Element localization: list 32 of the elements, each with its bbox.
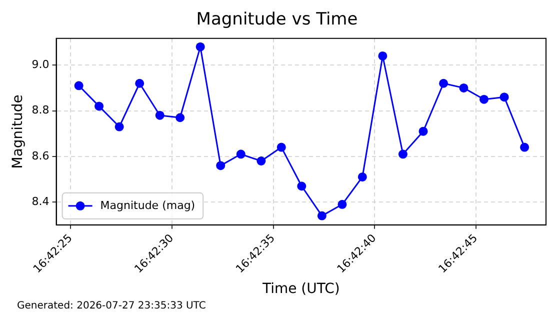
point [358,172,367,182]
point [114,122,124,132]
x-axis-title: Time (UTC) [261,281,340,298]
point [256,156,266,166]
point [418,126,428,136]
y-tick-label: 8.6 [32,149,50,162]
point [480,94,489,104]
point [196,42,205,52]
point [439,78,448,88]
point [378,51,388,60]
point [236,150,246,159]
point [297,182,306,191]
point [135,78,144,88]
y-tick-label: 9.0 [32,58,50,71]
legend-label: Magnitude (mag) [100,198,196,212]
point [74,81,84,90]
point [176,113,185,122]
y-tick-label: 8.8 [32,104,50,117]
point [155,110,164,120]
text: Generated: 2026-07-27 23:35:33 UTC [17,300,206,312]
point [276,142,286,152]
point [500,92,509,102]
y-axis-title: Magnitude [10,94,26,169]
point [317,211,326,220]
point [216,161,226,170]
chart-title: Magnitude vs Time [196,10,358,30]
point [459,83,468,92]
y-tick-label: 8.4 [32,194,50,208]
point [398,150,408,159]
point [338,200,347,209]
point [520,142,530,152]
point [94,102,104,111]
